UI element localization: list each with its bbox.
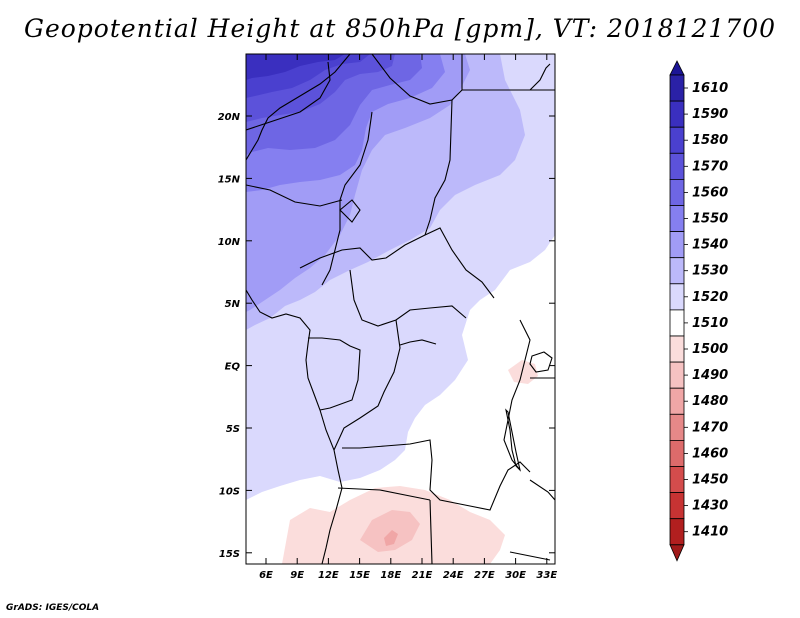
lon-tick-label: 24E — [443, 570, 464, 581]
colorbar-top-arrow — [669, 60, 685, 76]
contour-1480 — [384, 530, 398, 546]
colorbar-level-label: 1450 — [692, 473, 728, 488]
coastline-gulf — [246, 289, 343, 564]
lat-tick-label: 5N — [225, 299, 241, 310]
colorbar-swatch — [669, 413, 685, 441]
colorbar-level-label: 1530 — [692, 264, 728, 279]
colorbar-level-label: 1610 — [692, 81, 728, 96]
colorbar-level-label: 1470 — [692, 420, 728, 435]
lake-chad — [339, 199, 361, 223]
colorbar-level-label: 1410 — [692, 525, 728, 540]
colorbar-level-label: 1570 — [692, 159, 728, 174]
border-17 — [509, 551, 551, 561]
border-1 — [424, 54, 463, 236]
lat-tick-label: 15N — [218, 174, 241, 185]
lat-tick-label: 15S — [219, 549, 240, 560]
colorbar-level-label: 1550 — [692, 212, 728, 227]
colorbar-swatch — [669, 100, 685, 128]
borders — [246, 54, 555, 564]
border-7 — [299, 227, 495, 299]
colorbar-level-label: 1430 — [692, 499, 728, 514]
coastline-west — [246, 54, 351, 161]
border-16 — [529, 479, 555, 501]
lat-tick-label: 10S — [219, 486, 240, 497]
colorbar-swatch — [669, 74, 685, 102]
lat-tick-label: 10N — [218, 237, 241, 248]
colorbar-swatch — [669, 466, 685, 494]
lat-tick-label: EQ — [225, 362, 241, 373]
border-12 — [429, 499, 433, 564]
colorbar-bottom-arrow — [669, 544, 685, 562]
colorbar-level-label: 1540 — [692, 238, 728, 253]
lat-axis: 20N 15N 10N 5N EQ 5S 10S 15S — [218, 112, 555, 560]
red-sea-coast — [529, 63, 551, 91]
border-4 — [246, 61, 331, 131]
lon-tick-label: 15E — [349, 570, 370, 581]
lat-tick-label: 20N — [218, 112, 241, 123]
shaded-field — [246, 54, 555, 564]
lon-tick-label: 30E — [505, 570, 526, 581]
colorbar-swatch — [669, 439, 685, 467]
colorbar-swatch — [669, 126, 685, 154]
colorbar-swatch — [669, 492, 685, 520]
lat-tick-label: 5S — [226, 424, 240, 435]
colorbar-swatch — [669, 231, 685, 259]
lon-tick-label: 21E — [412, 570, 433, 581]
border-11 — [342, 439, 531, 511]
lake-victoria — [529, 351, 553, 373]
colorbar-level-label: 1460 — [692, 446, 728, 461]
colorbar-level-label: 1560 — [692, 185, 728, 200]
lon-tick-label: 18E — [380, 570, 401, 581]
colorbar-level-label: 1520 — [692, 290, 728, 305]
river-congo — [399, 339, 437, 346]
lon-tick-label: 6E — [259, 570, 273, 581]
border-3 — [371, 54, 453, 105]
colorbar-swatch — [669, 257, 685, 285]
plot-frame — [245, 53, 556, 565]
colorbar-swatch — [669, 335, 685, 363]
map-title: Geopotential Height at 850hPa [gpm], VT:… — [23, 14, 777, 43]
colorbar-level-label: 1500 — [692, 342, 728, 357]
border-14 — [503, 319, 531, 471]
border-13 — [337, 487, 431, 501]
contour-1590 — [246, 54, 345, 80]
colorbar: 1610 1590 1580 1570 1560 1550 1540 1530 1520 1510… — [669, 60, 728, 562]
lake-tanganyika — [505, 408, 521, 472]
colorbar-level-label: 1490 — [692, 368, 728, 383]
lon-tick-label: 27E — [474, 570, 495, 581]
border-6 — [246, 184, 343, 207]
colorbar-swatch — [669, 361, 685, 389]
lon-tick-label: 33E — [536, 570, 557, 581]
colorbar-level-label: 1480 — [692, 394, 728, 409]
lon-tick-label: 9E — [290, 570, 304, 581]
colorbar-swatch — [669, 309, 685, 337]
colorbar-level-label: 1590 — [692, 107, 728, 122]
colorbar-swatch — [669, 518, 685, 546]
colorbar-level-label: 1510 — [692, 316, 728, 331]
lon-axis: 6E 9E 12E 15E 18E 21E 24E 27E 30E 33E — [259, 54, 557, 581]
colorbar-swatch — [669, 178, 685, 206]
colorbar-swatch — [669, 152, 685, 180]
grads-credit: GrADS: IGES/COLA — [6, 603, 100, 613]
colorbar-level-label: 1580 — [692, 133, 728, 148]
contour-1490 — [360, 510, 420, 552]
lon-tick-label: 12E — [318, 570, 339, 581]
border-10 — [333, 319, 401, 451]
colorbar-swatch — [669, 205, 685, 233]
colorbar-swatch — [669, 283, 685, 311]
border-9 — [308, 337, 361, 411]
colorbar-swatch — [669, 387, 685, 415]
